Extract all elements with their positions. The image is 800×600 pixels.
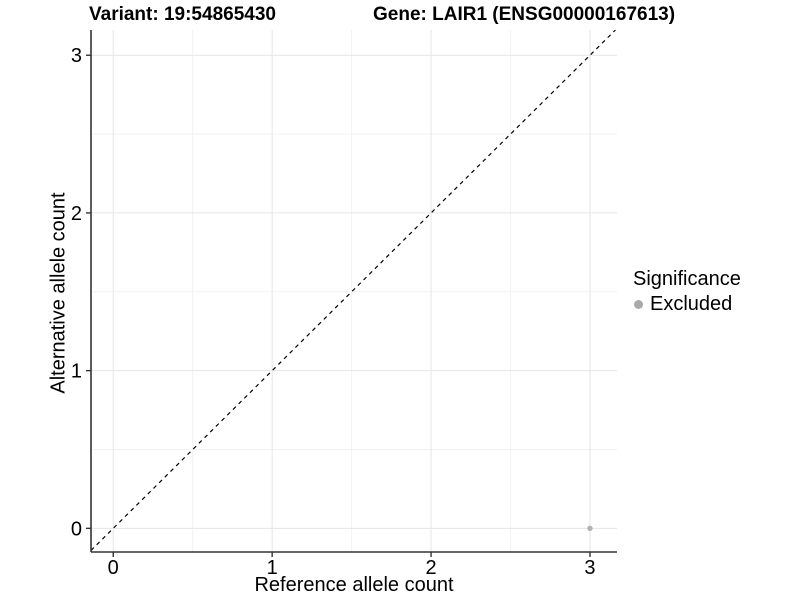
y-tick-label: 0: [71, 518, 82, 540]
data-point-excluded: [587, 525, 593, 532]
variant-title: Variant: 19:54865430: [89, 4, 276, 25]
y-tick-label: 2: [71, 203, 82, 225]
legend-item-label: Excluded: [650, 293, 733, 315]
y-axis-title: Alternative allele count: [47, 192, 70, 394]
identity-dashed-line: [90, 29, 616, 551]
x-tick-label: 0: [108, 557, 119, 579]
legend-title: Significance: [633, 268, 741, 290]
y-tick-label: 3: [71, 45, 82, 67]
x-tick-label: 3: [584, 557, 595, 579]
legend: Significance Excluded: [633, 268, 741, 315]
x-tick-label: 2: [426, 557, 437, 579]
legend-item-excluded: Excluded: [633, 293, 741, 315]
y-tick-label: 1: [71, 361, 82, 383]
gene-title: Gene: LAIR1 (ENSG00000167613): [373, 4, 676, 25]
excluded-dot-icon: [634, 299, 643, 309]
x-tick-label: 1: [267, 557, 278, 579]
x-axis-title: Reference allele count: [254, 574, 454, 596]
